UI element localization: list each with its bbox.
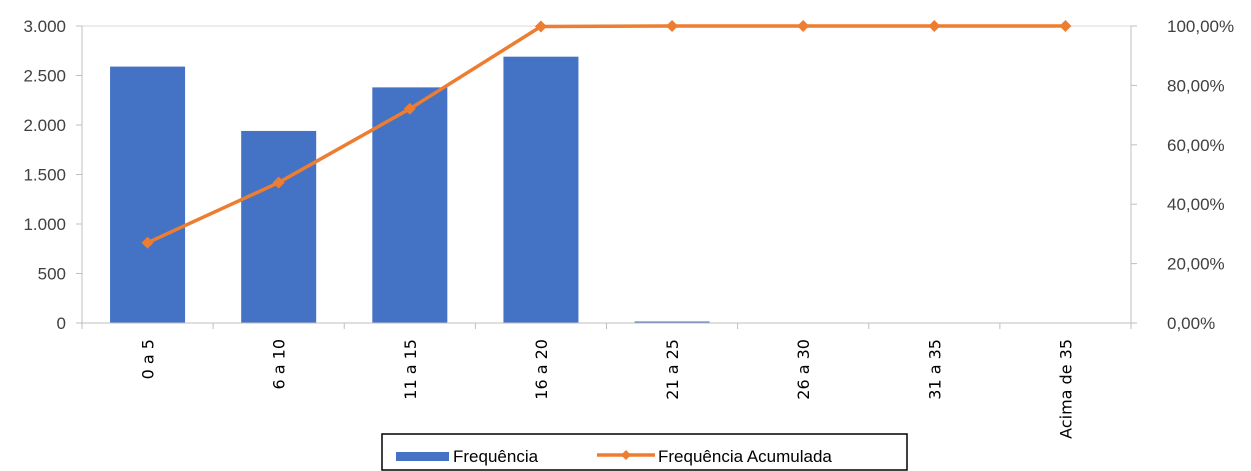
left-axis-ticks: 0 500 1.000 1.500 2.000 2.500 3.000 bbox=[23, 17, 82, 333]
category-label: 6 a 10 bbox=[270, 339, 289, 390]
bar bbox=[503, 56, 579, 323]
category-label: 31 a 35 bbox=[925, 339, 944, 400]
legend-swatch-bar bbox=[396, 452, 449, 461]
category-label: 0 a 5 bbox=[139, 339, 158, 379]
left-tick-label: 3.000 bbox=[23, 17, 66, 36]
right-tick-label: 20,00% bbox=[1167, 255, 1225, 274]
left-tick-label: 1.000 bbox=[23, 215, 66, 234]
category-label: 26 a 30 bbox=[794, 339, 813, 400]
left-tick-label: 2.000 bbox=[23, 116, 66, 135]
line-marker bbox=[534, 20, 547, 33]
right-tick-label: 0,00% bbox=[1167, 314, 1215, 333]
category-label: 21 a 25 bbox=[663, 339, 682, 400]
legend[interactable]: Frequência Frequência Acumulada bbox=[381, 433, 908, 471]
line-marker bbox=[403, 102, 416, 115]
right-tick-label: 40,00% bbox=[1167, 195, 1225, 214]
bar bbox=[110, 66, 186, 323]
plot-frame bbox=[81, 25, 1132, 324]
legend-swatch-marker bbox=[621, 450, 631, 460]
right-tick-label: 100,00% bbox=[1167, 17, 1234, 36]
bar bbox=[634, 321, 710, 323]
right-axis-ticks: 0,00% 20,00% 40,00% 60,00% 80,00% 100,00% bbox=[1131, 17, 1234, 333]
line-marker bbox=[928, 20, 941, 32]
bar bbox=[241, 130, 317, 323]
legend-box bbox=[381, 433, 908, 471]
category-label: 11 a 15 bbox=[401, 339, 420, 400]
right-tick-label: 80,00% bbox=[1167, 76, 1225, 95]
plot-area-border bbox=[81, 25, 1132, 324]
category-label: Acima de 35 bbox=[1056, 339, 1075, 439]
legend-label-frequencia: Frequência bbox=[453, 447, 539, 466]
line-marker bbox=[1059, 20, 1072, 32]
line-marker bbox=[666, 20, 679, 32]
category-label: 16 a 20 bbox=[532, 339, 551, 400]
bar bbox=[372, 87, 448, 323]
left-tick-label: 500 bbox=[38, 265, 66, 284]
line-series bbox=[141, 20, 1072, 249]
line-marker bbox=[141, 236, 154, 249]
axes bbox=[81, 26, 1132, 329]
left-tick-label: 0 bbox=[57, 314, 66, 333]
left-tick-label: 2.500 bbox=[23, 67, 66, 86]
cumulative-line bbox=[146, 24, 1066, 245]
legend-label-frequencia-acumulada: Frequência Acumulada bbox=[658, 447, 832, 466]
line-marker bbox=[272, 176, 285, 189]
left-tick-label: 1.500 bbox=[23, 166, 66, 185]
bar-series bbox=[110, 56, 710, 323]
line-marker bbox=[797, 20, 810, 32]
right-tick-label: 60,00% bbox=[1167, 136, 1225, 155]
category-labels: 0 a 5 6 a 10 11 a 15 16 a 20 21 a 25 26 a 30 3… bbox=[139, 339, 1076, 439]
